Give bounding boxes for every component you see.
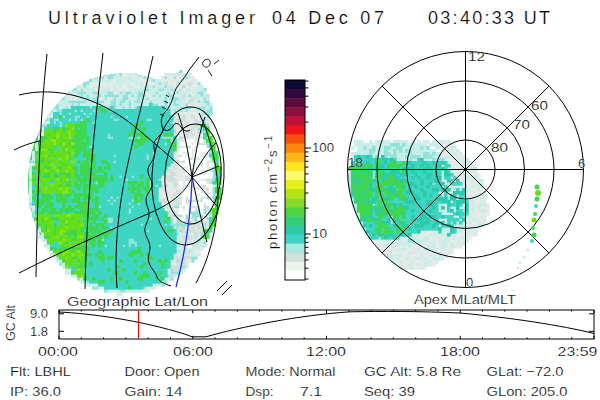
- svg-text:18: 18: [348, 156, 363, 170]
- svg-text:Geographic Lat/Lon: Geographic Lat/Lon: [67, 294, 208, 309]
- svg-text:Mode: Normal: Mode: Normal: [246, 364, 336, 379]
- svg-text:GC Alt: GC Alt: [3, 305, 18, 341]
- svg-text:100: 100: [312, 140, 334, 155]
- svg-text:Flt: LBHL: Flt: LBHL: [10, 364, 71, 379]
- svg-text:60: 60: [531, 98, 548, 113]
- svg-text:18:00: 18:00: [440, 344, 480, 359]
- svg-text:12:00: 12:00: [306, 344, 346, 359]
- svg-text:Apex MLat/MLT: Apex MLat/MLT: [414, 292, 516, 307]
- svg-text:06:00: 06:00: [173, 344, 213, 359]
- svg-text:6: 6: [578, 156, 585, 171]
- svg-text:12: 12: [468, 50, 485, 64]
- svg-text:10: 10: [312, 226, 327, 241]
- svg-text:00:00: 00:00: [38, 344, 78, 359]
- svg-text:GLon: 205.0: GLon: 205.0: [487, 384, 568, 399]
- svg-text:GC Alt: 5.8 Re: GC Alt: 5.8 Re: [364, 364, 461, 379]
- svg-text:23:59: 23:59: [558, 344, 598, 359]
- svg-text:GLat: −72.0: GLat: −72.0: [487, 364, 564, 379]
- svg-text:IP: 36.0: IP: 36.0: [10, 384, 61, 399]
- svg-text:photon cm−2s−1: photon cm−2s−1: [263, 134, 280, 249]
- svg-text:Door: Open: Door: Open: [125, 364, 200, 379]
- svg-text:Dsp:: Dsp:: [246, 384, 274, 399]
- svg-text:80: 80: [491, 140, 508, 155]
- svg-text:Seq: 39: Seq: 39: [364, 384, 415, 399]
- svg-text:03:40:33 UT: 03:40:33 UT: [428, 8, 550, 28]
- svg-text:0: 0: [466, 275, 473, 290]
- svg-text:Gain: 14: Gain: 14: [125, 384, 183, 399]
- svg-text:1.8: 1.8: [30, 324, 48, 339]
- svg-text:7.1: 7.1: [300, 384, 322, 399]
- svg-text:9.0: 9.0: [30, 306, 48, 321]
- svg-text:70: 70: [513, 117, 530, 132]
- svg-text:04 Dec 07: 04 Dec 07: [272, 8, 384, 28]
